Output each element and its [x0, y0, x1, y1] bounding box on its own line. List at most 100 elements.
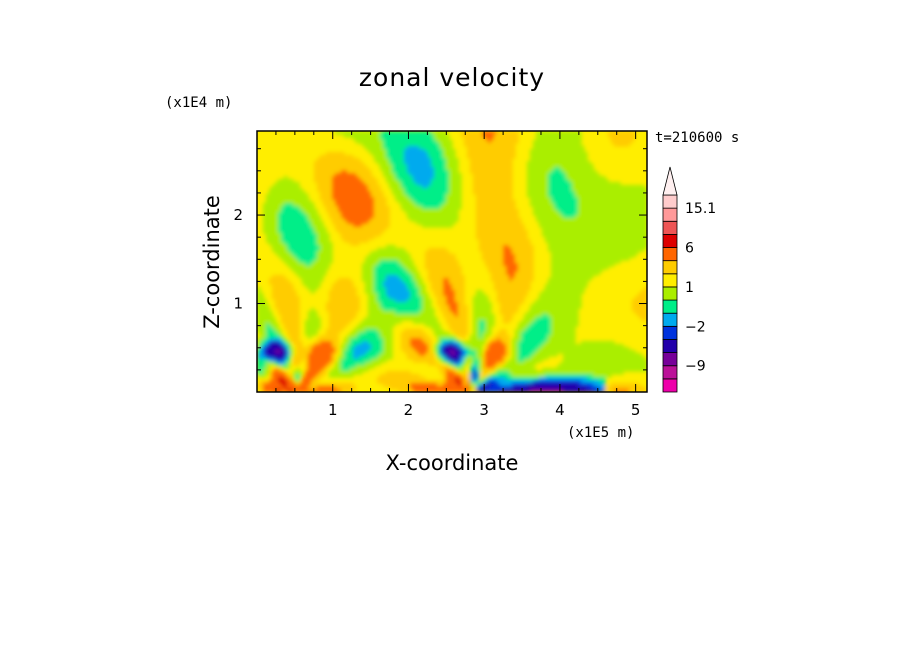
field-cell	[413, 161, 417, 165]
field-cell	[374, 269, 378, 273]
field-cell	[635, 242, 639, 246]
field-cell	[545, 197, 549, 201]
field-cell	[368, 284, 372, 288]
field-cell	[329, 290, 333, 294]
field-cell	[509, 224, 513, 228]
field-cell	[386, 263, 390, 267]
field-cell	[518, 221, 522, 225]
field-cell	[350, 179, 354, 183]
field-cell	[536, 137, 540, 141]
field-cell	[494, 137, 498, 141]
field-cell	[410, 188, 414, 192]
field-cell	[557, 221, 561, 225]
field-cell	[392, 272, 396, 276]
field-cell	[338, 179, 342, 183]
field-cell	[533, 161, 537, 165]
field-cell	[443, 275, 447, 279]
field-cell	[593, 185, 597, 189]
field-cell	[269, 224, 273, 228]
field-cell	[437, 167, 441, 171]
field-cell	[617, 134, 621, 138]
field-cell	[572, 263, 576, 267]
field-cell	[614, 182, 618, 186]
field-cell	[374, 131, 378, 135]
field-cell	[530, 182, 534, 186]
field-cell	[362, 131, 366, 135]
field-cell	[314, 167, 318, 171]
field-cell	[551, 131, 555, 135]
field-cell	[413, 170, 417, 174]
field-cell	[359, 179, 363, 183]
field-cell	[476, 158, 480, 162]
field-cell	[389, 275, 393, 279]
field-cell	[593, 266, 597, 270]
field-cell	[542, 161, 546, 165]
field-cell	[584, 236, 588, 240]
field-cell	[527, 164, 531, 168]
field-cell	[485, 197, 489, 201]
field-cell	[506, 269, 510, 273]
field-cell	[281, 257, 285, 261]
field-cell	[488, 215, 492, 219]
field-cell	[365, 146, 369, 150]
field-cell	[434, 266, 438, 270]
field-cell	[275, 284, 279, 288]
field-cell	[326, 239, 330, 243]
field-cell	[428, 134, 432, 138]
field-cell	[272, 197, 276, 201]
field-cell	[428, 215, 432, 219]
field-cell	[440, 176, 444, 180]
field-cell	[260, 299, 264, 303]
field-cell	[494, 281, 498, 285]
field-cell	[500, 209, 504, 213]
field-cell	[506, 290, 510, 294]
field-cell	[452, 257, 456, 261]
field-cell	[497, 218, 501, 222]
field-cell	[326, 236, 330, 240]
field-cell	[416, 185, 420, 189]
field-cell	[401, 287, 405, 291]
field-cell	[596, 251, 600, 255]
field-cell	[344, 224, 348, 228]
field-cell	[539, 209, 543, 213]
field-cell	[341, 221, 345, 225]
field-cell	[539, 185, 543, 189]
field-cell	[311, 203, 315, 207]
field-cell	[584, 224, 588, 228]
field-cell	[542, 185, 546, 189]
field-cell	[428, 155, 432, 159]
field-cell	[302, 263, 306, 267]
field-cell	[410, 275, 414, 279]
field-cell	[347, 176, 351, 180]
field-cell	[440, 221, 444, 225]
field-cell	[338, 197, 342, 201]
field-cell	[605, 218, 609, 222]
field-cell	[509, 218, 513, 222]
field-cell	[410, 191, 414, 195]
field-cell	[599, 215, 603, 219]
field-cell	[626, 221, 630, 225]
field-cell	[296, 266, 300, 270]
field-cell	[488, 212, 492, 216]
field-cell	[434, 287, 438, 291]
field-cell	[284, 284, 288, 288]
field-cell	[482, 302, 486, 306]
field-cell	[512, 209, 516, 213]
field-cell	[620, 206, 624, 210]
field-cell	[587, 242, 591, 246]
field-cell	[386, 269, 390, 273]
field-cell	[548, 248, 552, 252]
field-cell	[521, 290, 525, 294]
field-cell	[272, 242, 276, 246]
field-cell	[482, 173, 486, 177]
field-cell	[329, 257, 333, 261]
field-cell	[491, 236, 495, 240]
field-cell	[488, 251, 492, 255]
field-cell	[377, 203, 381, 207]
field-cell	[365, 236, 369, 240]
field-cell	[503, 173, 507, 177]
field-cell	[443, 152, 447, 156]
field-cell	[419, 170, 423, 174]
field-cell	[290, 263, 294, 267]
field-cell	[317, 245, 321, 249]
